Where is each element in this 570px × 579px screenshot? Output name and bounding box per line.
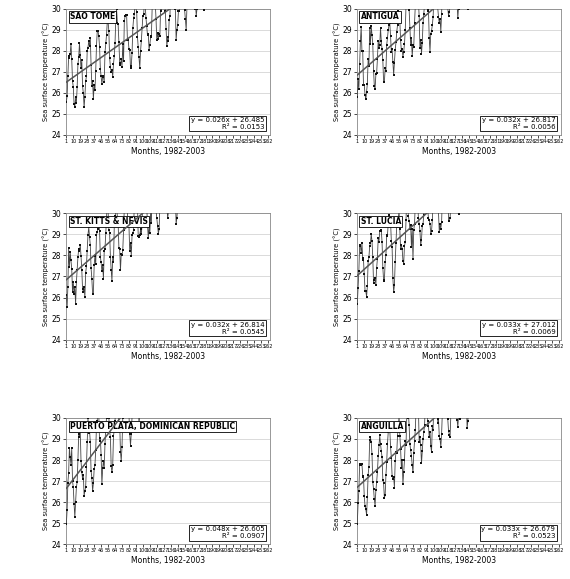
X-axis label: Months, 1982-2003: Months, 1982-2003 (422, 351, 496, 361)
Text: SAO TOME: SAO TOME (70, 13, 115, 21)
Text: PUERTO PLATA, DOMINICAN REPUBLIC: PUERTO PLATA, DOMINICAN REPUBLIC (70, 422, 235, 431)
Y-axis label: Sea surface temperature (°C): Sea surface temperature (°C) (43, 227, 50, 326)
Text: y = 0.048x + 26.605
R² = 0.0907: y = 0.048x + 26.605 R² = 0.0907 (191, 526, 264, 539)
Y-axis label: Sea surface temperature (°C): Sea surface temperature (°C) (334, 432, 341, 530)
X-axis label: Months, 1982-2003: Months, 1982-2003 (422, 147, 496, 156)
Text: ST. LUCIA: ST. LUCIA (361, 217, 401, 226)
X-axis label: Months, 1982-2003: Months, 1982-2003 (422, 556, 496, 565)
Text: ANGUILLA: ANGUILLA (361, 422, 404, 431)
X-axis label: Months, 1982-2003: Months, 1982-2003 (131, 556, 205, 565)
Y-axis label: Sea surface temperature (°C): Sea surface temperature (°C) (334, 23, 341, 121)
Text: ST. KITTS & NEVIS: ST. KITTS & NEVIS (70, 217, 148, 226)
Text: y = 0.026x + 26.485
R² = 0.0153: y = 0.026x + 26.485 R² = 0.0153 (191, 117, 264, 130)
X-axis label: Months, 1982-2003: Months, 1982-2003 (131, 147, 205, 156)
Text: ANTIGUA: ANTIGUA (361, 13, 400, 21)
Y-axis label: Sea surface temperature (°C): Sea surface temperature (°C) (43, 432, 50, 530)
Text: y = 0.032x + 26.814
R² = 0.0545: y = 0.032x + 26.814 R² = 0.0545 (191, 321, 264, 335)
Y-axis label: Sea surface temperature (°C): Sea surface temperature (°C) (334, 227, 341, 326)
Text: y = 0.032x + 26.817
R² = 0.0056: y = 0.032x + 26.817 R² = 0.0056 (482, 117, 555, 130)
X-axis label: Months, 1982-2003: Months, 1982-2003 (131, 351, 205, 361)
Text: y = 0.033x + 26.679
R² = 0.0523: y = 0.033x + 26.679 R² = 0.0523 (482, 526, 555, 539)
Text: y = 0.033x + 27.012
R² = 0.0069: y = 0.033x + 27.012 R² = 0.0069 (482, 321, 555, 335)
Y-axis label: Sea surface temperature (°C): Sea surface temperature (°C) (43, 23, 50, 121)
